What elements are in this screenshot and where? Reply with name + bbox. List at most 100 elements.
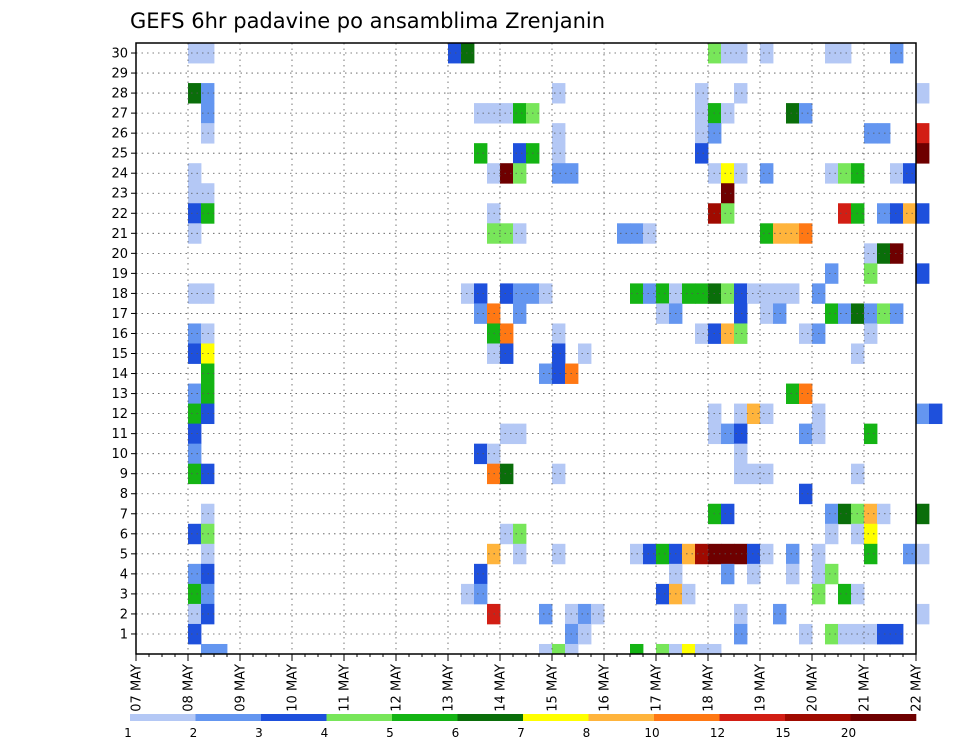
heatmap-cell bbox=[916, 203, 930, 224]
heatmap-cell bbox=[734, 543, 748, 565]
heatmap-cell bbox=[539, 363, 553, 384]
heatmap-cell bbox=[721, 103, 735, 124]
heatmap-cell bbox=[188, 443, 202, 465]
heatmap-cell bbox=[825, 263, 839, 284]
x-tick-label: 13 MAY bbox=[442, 664, 457, 712]
heatmap-cell bbox=[929, 403, 943, 425]
y-tick-label: 7 bbox=[120, 507, 128, 522]
y-axis: 1234567891011121314151617181920212223242… bbox=[111, 47, 136, 642]
heatmap-cell bbox=[461, 283, 475, 304]
heatmap-cell bbox=[188, 423, 202, 445]
heatmap-cell bbox=[721, 43, 735, 64]
x-tick-label: 18 MAY bbox=[702, 664, 717, 712]
y-tick-label: 30 bbox=[111, 47, 128, 62]
y-tick-label: 8 bbox=[120, 487, 128, 502]
colorbar-label: 15 bbox=[775, 726, 790, 740]
heatmap-cell bbox=[448, 43, 462, 64]
colorbar-label: 1 bbox=[124, 726, 132, 740]
heatmap-cell bbox=[877, 203, 891, 224]
heatmap-cell bbox=[799, 323, 813, 344]
heatmap-cell bbox=[734, 83, 748, 104]
heatmap-cell bbox=[734, 603, 748, 625]
heatmap-cell bbox=[500, 283, 514, 304]
heatmap-cell bbox=[630, 643, 644, 655]
x-tick-label: 17 MAY bbox=[650, 664, 665, 712]
heatmap-cell bbox=[747, 543, 761, 565]
heatmap-cell bbox=[760, 463, 774, 485]
heatmap-cell bbox=[799, 483, 813, 505]
colorbar-label: 7 bbox=[517, 726, 525, 740]
heatmap-cell bbox=[552, 143, 566, 164]
heatmap-cell bbox=[552, 83, 566, 104]
heatmap-cell bbox=[500, 223, 514, 244]
heatmap-cell bbox=[734, 423, 748, 445]
heatmap-cell bbox=[617, 223, 631, 244]
heatmap-cell bbox=[188, 603, 202, 625]
heatmap-cell bbox=[825, 523, 839, 545]
y-tick-label: 22 bbox=[111, 207, 128, 222]
heatmap-cell bbox=[890, 163, 904, 184]
heatmap-cell bbox=[500, 323, 514, 344]
heatmap-cell bbox=[890, 243, 904, 264]
y-tick-label: 14 bbox=[111, 367, 128, 382]
heatmap-cell bbox=[188, 583, 202, 605]
heatmap-cell bbox=[552, 163, 566, 184]
colorbar-label: 4 bbox=[321, 726, 329, 740]
heatmap-cell bbox=[578, 343, 592, 364]
colorbar-swatch bbox=[785, 714, 851, 721]
x-tick-label: 08 MAY bbox=[182, 664, 197, 712]
y-tick-label: 2 bbox=[120, 607, 128, 622]
heatmap-cell bbox=[760, 163, 774, 184]
heatmap-cell bbox=[799, 383, 813, 404]
heatmap-cell bbox=[682, 543, 696, 565]
heatmap-cell bbox=[786, 283, 800, 304]
x-tick-label: 11 MAY bbox=[338, 664, 353, 712]
colorbar-swatch bbox=[326, 714, 393, 721]
heatmap-cell bbox=[461, 43, 475, 64]
heatmap-cell bbox=[721, 423, 735, 445]
heatmap-cell bbox=[825, 43, 839, 64]
heatmap-cell bbox=[916, 543, 930, 565]
heatmap-cell bbox=[721, 203, 735, 224]
heatmap-cell bbox=[552, 463, 566, 485]
heatmap-cell bbox=[695, 123, 709, 144]
x-tick-label: 07 MAY bbox=[130, 664, 145, 712]
heatmap-cell bbox=[877, 623, 891, 645]
heatmap-cell bbox=[513, 223, 527, 244]
heatmap-cell bbox=[864, 523, 878, 545]
heatmap-cell bbox=[838, 43, 852, 64]
heatmap-cell bbox=[188, 203, 202, 224]
heatmap-cell bbox=[786, 563, 800, 585]
heatmap-cell bbox=[201, 643, 215, 655]
colorbar: 1 2 3 4 5 6 7 8 10 12 15 20 bbox=[124, 714, 917, 740]
heatmap-cell bbox=[643, 283, 657, 304]
heatmap-cell bbox=[656, 643, 670, 655]
y-tick-label: 9 bbox=[120, 467, 128, 482]
heatmap-cell bbox=[864, 243, 878, 264]
y-tick-label: 20 bbox=[111, 247, 128, 262]
heatmap-cell bbox=[643, 223, 657, 244]
colorbar-swatch bbox=[654, 714, 720, 721]
heatmap-cell bbox=[721, 543, 735, 565]
x-tick-label: 19 MAY bbox=[754, 664, 769, 712]
heatmap-cell bbox=[695, 543, 709, 565]
colorbar-swatch bbox=[523, 714, 589, 721]
heatmap-cell bbox=[890, 203, 904, 224]
heatmap-cell bbox=[877, 123, 891, 144]
colorbar-label: 3 bbox=[255, 726, 263, 740]
heatmap-cell bbox=[656, 283, 670, 304]
heatmap-cell bbox=[786, 383, 800, 404]
heatmap-cell bbox=[513, 543, 527, 565]
heatmap-cell bbox=[864, 623, 878, 645]
heatmap-cell bbox=[656, 583, 670, 605]
heatmap-cell bbox=[188, 383, 202, 404]
heatmap-cell bbox=[786, 103, 800, 124]
heatmap-cell bbox=[760, 283, 774, 304]
heatmap-cell bbox=[474, 583, 488, 605]
heatmap-cell bbox=[890, 303, 904, 324]
colorbar-swatch bbox=[588, 714, 655, 721]
heatmap-cell bbox=[864, 123, 878, 144]
heatmap-cell bbox=[903, 163, 917, 184]
heatmap-cell bbox=[747, 463, 761, 485]
heatmap-cell bbox=[188, 163, 202, 184]
